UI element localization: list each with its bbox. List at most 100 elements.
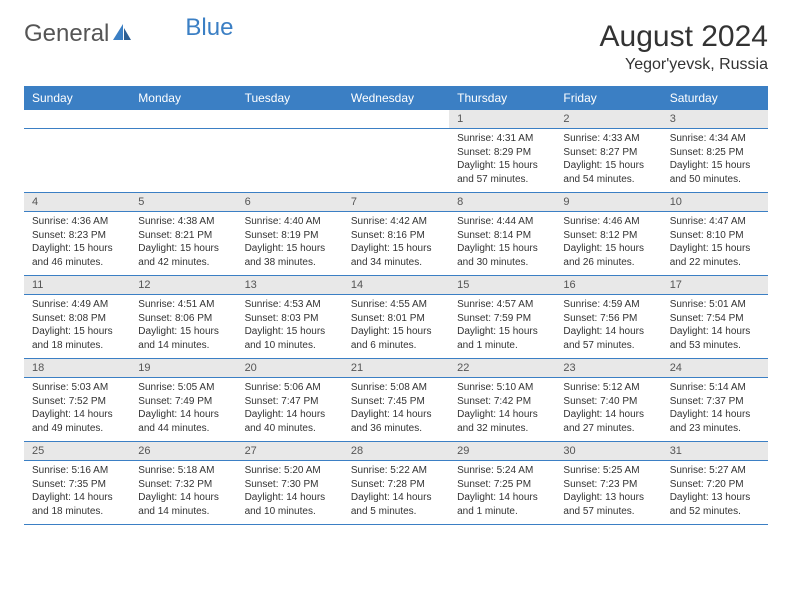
detail-line: Sunrise: 4:44 AM <box>457 215 547 229</box>
detail-line: Daylight: 14 hours <box>245 491 335 505</box>
detail-line: Sunrise: 4:33 AM <box>563 132 653 146</box>
day-detail: Sunrise: 4:38 AMSunset: 8:21 PMDaylight:… <box>130 212 236 275</box>
day-detail-cell: Sunrise: 5:06 AMSunset: 7:47 PMDaylight:… <box>237 378 343 442</box>
day-number-cell: 30 <box>555 442 661 461</box>
detail-line: Daylight: 15 hours <box>457 242 547 256</box>
day-number-cell <box>237 110 343 129</box>
detail-line: Sunrise: 4:38 AM <box>138 215 228 229</box>
day-number-cell <box>24 110 130 129</box>
day-number: 21 <box>343 359 449 377</box>
day-number-cell: 29 <box>449 442 555 461</box>
detail-line: Sunset: 7:20 PM <box>670 478 760 492</box>
detail-line: Sunrise: 5:22 AM <box>351 464 441 478</box>
detail-line: Daylight: 15 hours <box>138 242 228 256</box>
day-number-cell: 20 <box>237 359 343 378</box>
day-number-cell: 28 <box>343 442 449 461</box>
day-detail-cell <box>237 129 343 193</box>
detail-row: Sunrise: 5:03 AMSunset: 7:52 PMDaylight:… <box>24 378 768 442</box>
day-detail: Sunrise: 4:33 AMSunset: 8:27 PMDaylight:… <box>555 129 661 192</box>
day-number: 27 <box>237 442 343 460</box>
daynum-row: 11121314151617 <box>24 276 768 295</box>
detail-line: and 18 minutes. <box>32 339 122 353</box>
day-number-cell: 26 <box>130 442 236 461</box>
detail-line: Sunrise: 4:55 AM <box>351 298 441 312</box>
detail-line: Daylight: 14 hours <box>138 408 228 422</box>
day-number-cell: 8 <box>449 193 555 212</box>
day-number-cell: 15 <box>449 276 555 295</box>
detail-line: and 57 minutes. <box>563 339 653 353</box>
detail-line: Sunrise: 5:18 AM <box>138 464 228 478</box>
day-number-cell: 10 <box>662 193 768 212</box>
detail-line: Sunset: 7:37 PM <box>670 395 760 409</box>
detail-line: Sunset: 7:59 PM <box>457 312 547 326</box>
daynum-row: 18192021222324 <box>24 359 768 378</box>
detail-line: and 14 minutes. <box>138 339 228 353</box>
day-detail-cell: Sunrise: 4:34 AMSunset: 8:25 PMDaylight:… <box>662 129 768 193</box>
detail-line: Sunrise: 5:27 AM <box>670 464 760 478</box>
day-header: Thursday <box>449 86 555 110</box>
day-detail: Sunrise: 5:08 AMSunset: 7:45 PMDaylight:… <box>343 378 449 441</box>
day-header: Tuesday <box>237 86 343 110</box>
day-number-cell: 22 <box>449 359 555 378</box>
day-number: 26 <box>130 442 236 460</box>
day-detail-cell: Sunrise: 4:46 AMSunset: 8:12 PMDaylight:… <box>555 212 661 276</box>
detail-line: Daylight: 15 hours <box>351 242 441 256</box>
detail-line: Daylight: 14 hours <box>32 491 122 505</box>
day-detail: Sunrise: 4:34 AMSunset: 8:25 PMDaylight:… <box>662 129 768 192</box>
day-number: 4 <box>24 193 130 211</box>
detail-line: and 36 minutes. <box>351 422 441 436</box>
detail-line: Daylight: 14 hours <box>457 491 547 505</box>
detail-line: Sunrise: 5:16 AM <box>32 464 122 478</box>
detail-line: Sunset: 7:23 PM <box>563 478 653 492</box>
day-number-cell: 5 <box>130 193 236 212</box>
detail-line: Daylight: 15 hours <box>563 159 653 173</box>
detail-line: Sunset: 7:42 PM <box>457 395 547 409</box>
day-number-cell: 9 <box>555 193 661 212</box>
detail-line: and 34 minutes. <box>351 256 441 270</box>
detail-line: and 22 minutes. <box>670 256 760 270</box>
day-detail-cell: Sunrise: 4:59 AMSunset: 7:56 PMDaylight:… <box>555 295 661 359</box>
day-header: Wednesday <box>343 86 449 110</box>
day-detail: Sunrise: 4:40 AMSunset: 8:19 PMDaylight:… <box>237 212 343 275</box>
detail-line: Sunset: 7:40 PM <box>563 395 653 409</box>
day-detail: Sunrise: 5:20 AMSunset: 7:30 PMDaylight:… <box>237 461 343 524</box>
detail-line: Daylight: 15 hours <box>670 159 760 173</box>
day-number-cell <box>130 110 236 129</box>
detail-line: and 54 minutes. <box>563 173 653 187</box>
day-detail-cell <box>343 129 449 193</box>
detail-line: Sunset: 8:16 PM <box>351 229 441 243</box>
day-detail-cell: Sunrise: 5:01 AMSunset: 7:54 PMDaylight:… <box>662 295 768 359</box>
detail-line: Sunset: 7:30 PM <box>245 478 335 492</box>
detail-line: Daylight: 13 hours <box>670 491 760 505</box>
detail-line: Sunrise: 5:24 AM <box>457 464 547 478</box>
day-detail: Sunrise: 4:57 AMSunset: 7:59 PMDaylight:… <box>449 295 555 358</box>
day-detail-cell: Sunrise: 4:38 AMSunset: 8:21 PMDaylight:… <box>130 212 236 276</box>
detail-line: Daylight: 14 hours <box>351 491 441 505</box>
day-number: 14 <box>343 276 449 294</box>
day-detail: Sunrise: 5:27 AMSunset: 7:20 PMDaylight:… <box>662 461 768 524</box>
detail-row: Sunrise: 4:49 AMSunset: 8:08 PMDaylight:… <box>24 295 768 359</box>
day-number-cell: 11 <box>24 276 130 295</box>
detail-line: Sunset: 7:45 PM <box>351 395 441 409</box>
detail-line: Sunrise: 5:06 AM <box>245 381 335 395</box>
day-number: 31 <box>662 442 768 460</box>
detail-line: Daylight: 14 hours <box>245 408 335 422</box>
detail-line: and 1 minute. <box>457 505 547 519</box>
detail-line: Daylight: 15 hours <box>457 159 547 173</box>
day-number: 25 <box>24 442 130 460</box>
day-detail: Sunrise: 4:31 AMSunset: 8:29 PMDaylight:… <box>449 129 555 192</box>
day-detail: Sunrise: 4:51 AMSunset: 8:06 PMDaylight:… <box>130 295 236 358</box>
day-number: 10 <box>662 193 768 211</box>
detail-line: Sunrise: 4:34 AM <box>670 132 760 146</box>
day-detail-cell: Sunrise: 4:44 AMSunset: 8:14 PMDaylight:… <box>449 212 555 276</box>
day-detail-cell: Sunrise: 5:16 AMSunset: 7:35 PMDaylight:… <box>24 461 130 525</box>
detail-line: Sunrise: 5:01 AM <box>670 298 760 312</box>
detail-line: Sunrise: 4:49 AM <box>32 298 122 312</box>
day-detail: Sunrise: 4:46 AMSunset: 8:12 PMDaylight:… <box>555 212 661 275</box>
day-number: 6 <box>237 193 343 211</box>
detail-line: and 57 minutes. <box>563 505 653 519</box>
detail-line: and 23 minutes. <box>670 422 760 436</box>
detail-line: Sunrise: 4:59 AM <box>563 298 653 312</box>
detail-line: Sunset: 8:10 PM <box>670 229 760 243</box>
day-number-cell: 12 <box>130 276 236 295</box>
